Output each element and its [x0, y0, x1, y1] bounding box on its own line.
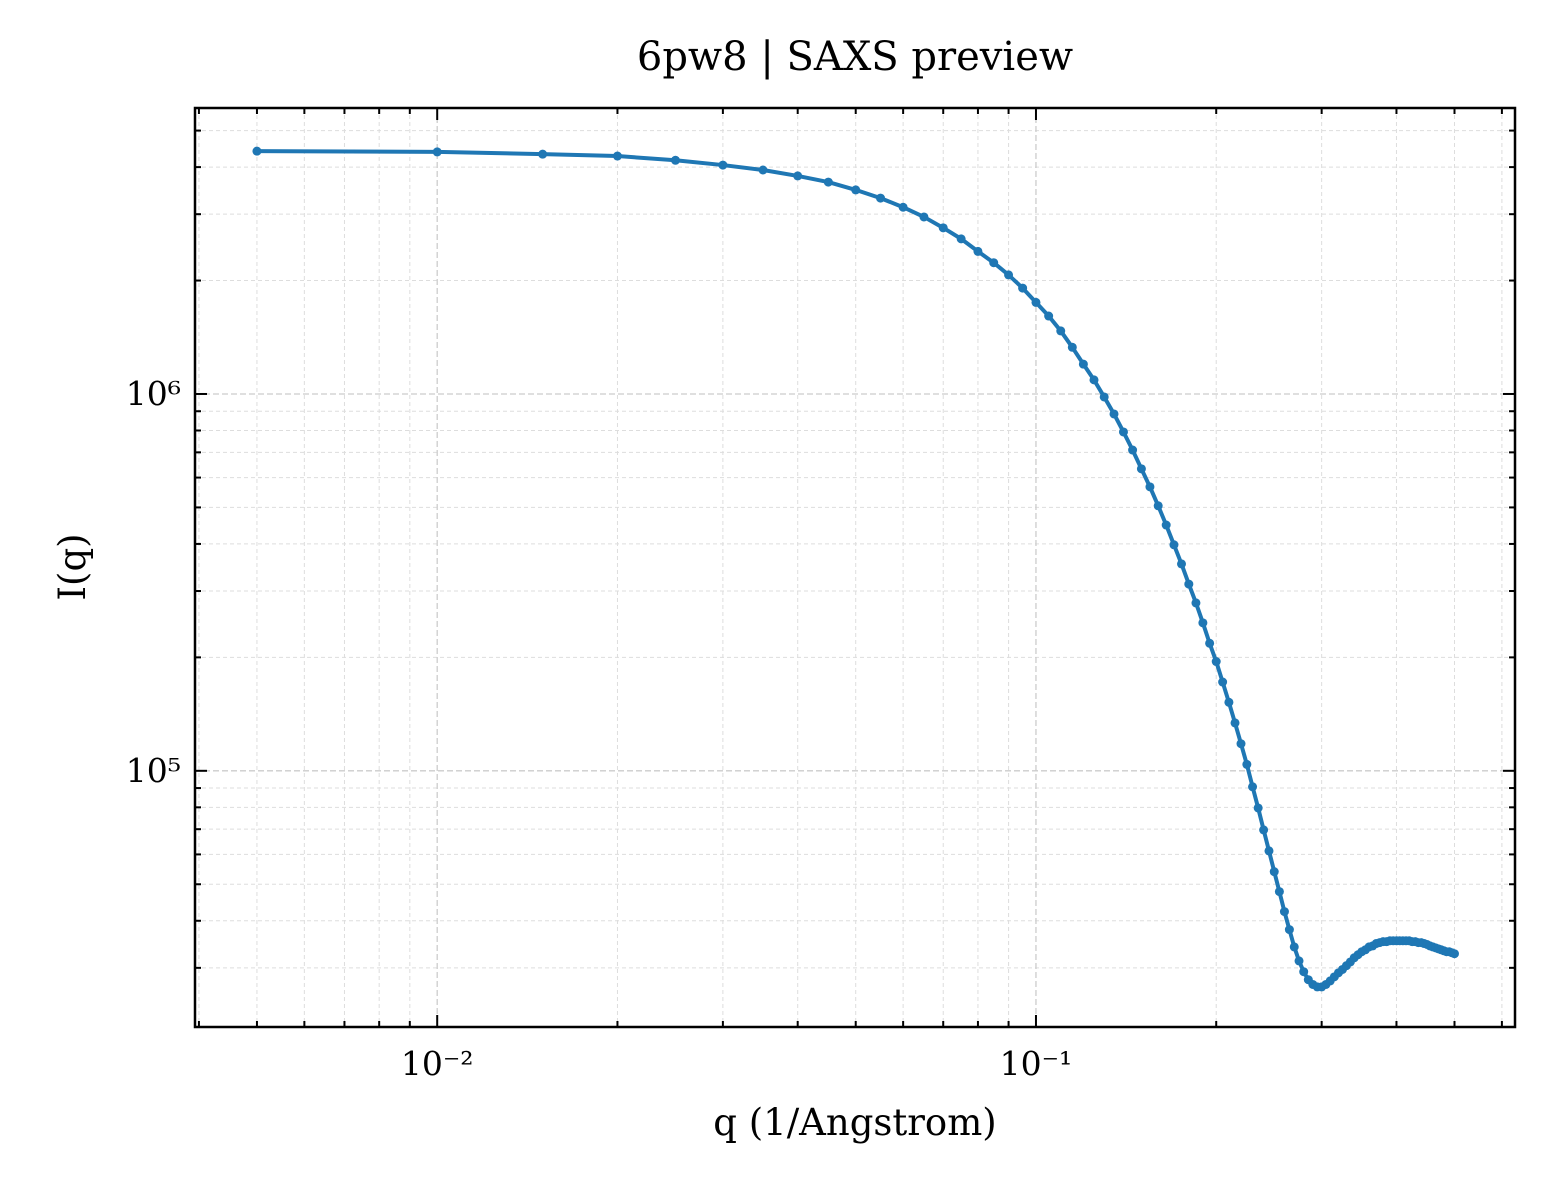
data-point: [1264, 846, 1274, 856]
data-point: [1161, 520, 1171, 530]
data-point: [432, 147, 442, 157]
data-point: [1004, 270, 1014, 280]
data-point: [973, 246, 983, 256]
data-point: [1056, 326, 1066, 336]
data-point: [252, 146, 262, 156]
data-point: [1136, 464, 1146, 474]
data-point: [1191, 598, 1201, 608]
data-point: [1248, 782, 1258, 792]
y-tick-label: 10⁶: [126, 374, 181, 413]
data-point: [1253, 803, 1263, 813]
data-point: [851, 185, 861, 195]
data-point: [1279, 907, 1289, 917]
x-axis-label: q (1/Angstrom): [713, 1101, 996, 1144]
y-axis-label: I(q): [51, 533, 94, 600]
data-point: [1299, 967, 1309, 977]
x-tick-label: 10⁻¹: [1000, 1044, 1073, 1083]
data-point: [1145, 482, 1155, 492]
data-point: [956, 234, 966, 244]
data-point: [823, 177, 833, 187]
data-point: [1176, 559, 1186, 569]
data-point: [898, 202, 908, 212]
data-point: [1118, 427, 1128, 437]
data-point: [1044, 311, 1054, 321]
data-point: [1198, 618, 1208, 628]
plot-frame: [193, 106, 1517, 1029]
data-point: [1099, 392, 1109, 402]
data-point: [1031, 297, 1041, 307]
data-point: [1284, 925, 1294, 935]
data-point: [758, 165, 768, 175]
data-point: [538, 149, 548, 159]
data-point: [1211, 657, 1221, 667]
data-point: [1218, 677, 1228, 687]
data-point: [1169, 540, 1179, 550]
data-point: [1289, 942, 1299, 952]
data-point: [1259, 825, 1269, 835]
data-point: [1230, 718, 1240, 728]
data-point: [1236, 739, 1246, 749]
data-point: [919, 212, 929, 222]
data-point: [718, 160, 728, 170]
data-point: [938, 223, 948, 233]
data-point: [1018, 283, 1028, 293]
data-point: [1274, 887, 1284, 897]
data-point: [1294, 956, 1304, 966]
data-point: [1449, 949, 1459, 959]
y-tick-label: 10⁵: [126, 751, 181, 790]
data-point: [1153, 501, 1163, 511]
data-point: [876, 193, 886, 203]
data-point: [1224, 697, 1234, 707]
data-point: [1184, 579, 1194, 589]
data-point: [1242, 759, 1252, 769]
chart-title: 6pw8 | SAXS preview: [637, 34, 1073, 80]
data-point: [1067, 342, 1077, 352]
data-point: [1109, 409, 1119, 419]
data-point: [1078, 359, 1088, 369]
data-point: [612, 151, 622, 161]
data-point: [793, 171, 803, 181]
data-point: [1089, 375, 1099, 385]
data-point: [1205, 638, 1215, 648]
data-point: [670, 155, 680, 165]
data-point: [1128, 445, 1138, 455]
data-point: [1269, 867, 1279, 877]
data-point: [989, 258, 999, 268]
x-tick-label: 10⁻²: [401, 1044, 474, 1083]
